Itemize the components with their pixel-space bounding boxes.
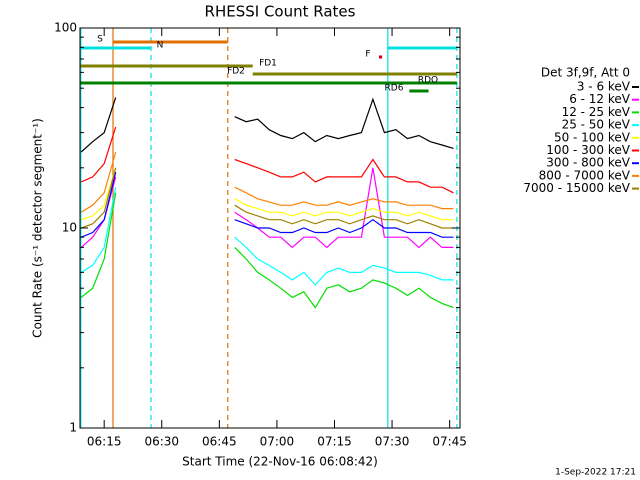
data-line (80, 172, 454, 238)
data-line (80, 97, 454, 153)
footer: 1-Sep-2022 17:21 (555, 468, 636, 478)
y-tick-label: 1 (69, 421, 77, 435)
x-tick-label: 07:15 (317, 435, 352, 449)
flag-label: FD2 (227, 67, 245, 77)
x-tick-label: 07:00 (260, 435, 295, 449)
x-tick-label: 06:30 (144, 435, 179, 449)
data-line (80, 187, 454, 286)
flag-label: FD1 (259, 59, 277, 69)
legend-label: 25 - 50 keV (562, 118, 631, 132)
data-line (80, 126, 454, 194)
legend-label: 6 - 12 keV (569, 92, 631, 106)
data-line (80, 167, 454, 229)
legend-label: 100 - 300 keV (546, 143, 630, 157)
legend-label: 7000 - 15000 keV (523, 181, 630, 195)
x-tick-label: 07:45 (432, 435, 467, 449)
data-line (81, 167, 454, 221)
flag-label: N (157, 41, 164, 51)
y-tick-label: 10 (62, 221, 77, 235)
legend-label: 12 - 25 keV (562, 105, 631, 119)
x-tick-label: 07:30 (375, 435, 410, 449)
x-tick-label: 06:15 (87, 435, 122, 449)
legend-label: 3 - 6 keV (577, 80, 631, 94)
data-line (80, 167, 454, 249)
legend-label: 800 - 7000 keV (539, 168, 631, 182)
legend-title: Det 3f,9f, Att 0 (541, 66, 630, 80)
flag-label: RDO (418, 76, 438, 86)
chart-title: RHESSI Count Rates (205, 3, 356, 21)
data-line (80, 192, 454, 309)
flag-label: F (365, 50, 370, 60)
flag-label: S (97, 35, 103, 45)
y-tick-label: 100 (54, 21, 77, 35)
legend-label: 300 - 800 keV (546, 156, 630, 170)
data-line (80, 151, 454, 213)
flag-label: RD6 (385, 84, 404, 94)
legend-label: 50 - 100 keV (554, 130, 631, 144)
x-axis-label: Start Time (22-Nov-16 06:08:42) (182, 455, 378, 469)
x-tick-label: 06:45 (202, 435, 237, 449)
y-axis-label: Count Rate (s⁻¹ detector segment⁻¹) (31, 118, 45, 338)
